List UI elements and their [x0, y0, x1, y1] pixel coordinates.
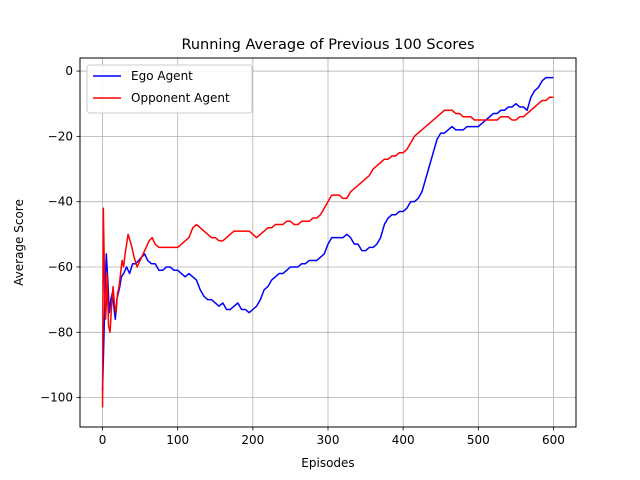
legend: Ego Agent Opponent Agent: [86, 64, 253, 114]
legend-label-opponent-agent: Opponent Agent: [131, 91, 230, 105]
legend-label-ego-agent: Ego Agent: [131, 69, 193, 83]
axis-ticks: 0 100 200 300 400 500 600 −100 −80 −60 −40 −20 0: [40, 64, 565, 447]
x-tick-label: 400: [392, 433, 415, 447]
y-tick-label: −40: [48, 195, 73, 209]
x-tick-label: 200: [241, 433, 264, 447]
y-tick-label: 0: [65, 64, 73, 78]
y-tick-label: −60: [48, 260, 73, 274]
x-tick-label: 0: [99, 433, 107, 447]
series-lines: [101, 76, 554, 408]
x-tick-label: 300: [317, 433, 340, 447]
x-tick-label: 100: [166, 433, 189, 447]
y-axis-label: Average Score: [12, 199, 26, 286]
legend-box: [86, 64, 253, 114]
y-tick-label: −80: [48, 325, 73, 339]
series-line-ego-agent: [101, 76, 554, 392]
x-axis-label: Episodes: [301, 456, 354, 470]
series-line-opponent-agent: [101, 96, 554, 408]
y-tick-label: −20: [48, 129, 73, 143]
chart-title: Running Average of Previous 100 Scores: [181, 37, 474, 53]
y-tick-label: −100: [40, 391, 73, 405]
x-tick-label: 500: [467, 433, 490, 447]
x-tick-label: 600: [542, 433, 565, 447]
